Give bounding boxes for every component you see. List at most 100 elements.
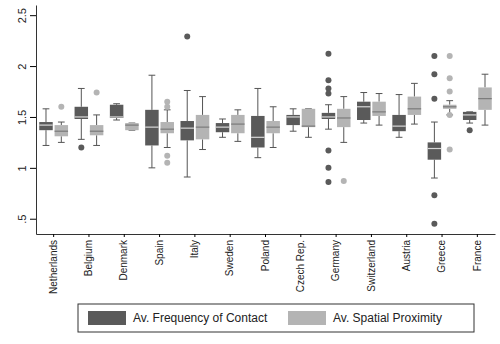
box-group <box>160 99 173 166</box>
upper-whisker <box>328 105 329 113</box>
whisker-cap <box>113 120 120 121</box>
box-group <box>357 93 370 124</box>
median <box>478 98 491 99</box>
x-tick-mark <box>406 234 407 237</box>
y-tick-mark <box>30 219 36 220</box>
median <box>337 117 350 118</box>
legend-label: Av. Frequency of Contact <box>133 311 268 325</box>
lower-whisker <box>399 131 400 137</box>
outlier <box>184 34 190 40</box>
legend-frame <box>78 304 474 332</box>
x-tick: Sweden <box>224 234 235 276</box>
lower-whisker <box>187 140 188 177</box>
outlier <box>325 165 331 171</box>
y-tick: 1.5 <box>16 110 36 125</box>
whisker-cap <box>93 114 100 115</box>
lower-whisker <box>167 133 168 147</box>
x-tick: Spain <box>154 234 165 266</box>
box <box>392 115 405 131</box>
box <box>286 115 299 125</box>
x-tick: Germany <box>330 234 341 281</box>
box <box>478 87 491 109</box>
whisker-cap <box>78 88 85 89</box>
legend-label: Av. Spatial Proximity <box>333 311 442 325</box>
box-group <box>216 119 229 137</box>
median <box>231 123 244 124</box>
whisker-cap <box>325 129 332 130</box>
median <box>180 128 193 129</box>
whisker-cap <box>340 142 347 143</box>
x-axis: NetherlandsBelgiumDenmarkSpainItalySwede… <box>37 234 496 294</box>
y-tick: 2 <box>16 64 36 70</box>
x-tick-mark <box>53 234 54 237</box>
outlier <box>447 89 453 95</box>
outlier <box>431 221 437 227</box>
upper-whisker <box>343 97 344 109</box>
x-tick-label: Italy <box>189 240 200 258</box>
whisker-cap <box>254 157 261 158</box>
box-group <box>196 97 209 150</box>
outlier <box>431 96 437 102</box>
box-group <box>408 83 421 124</box>
upper-whisker <box>399 95 400 115</box>
lower-whisker <box>96 135 97 145</box>
box <box>231 115 244 133</box>
box <box>90 125 103 135</box>
whisker-cap <box>234 109 241 110</box>
whisker-cap <box>431 122 438 123</box>
box <box>266 121 279 133</box>
box <box>428 142 441 159</box>
whisker-cap <box>199 149 206 150</box>
x-tick: Poland <box>260 234 271 271</box>
median <box>266 127 279 128</box>
upper-whisker <box>434 122 435 142</box>
outlier <box>447 75 453 81</box>
box <box>443 105 456 109</box>
box-group <box>463 112 476 133</box>
x-tick-mark <box>194 234 195 237</box>
median <box>196 127 209 128</box>
y-tick-label: 1 <box>16 165 28 171</box>
whisker-cap <box>43 145 50 146</box>
whisker-cap <box>305 137 312 138</box>
upper-whisker <box>222 119 223 123</box>
whisker-cap <box>78 139 85 140</box>
y-tick-mark <box>30 15 36 16</box>
lower-whisker <box>151 145 152 167</box>
median <box>357 106 370 107</box>
outlier <box>431 71 437 77</box>
median <box>443 106 456 107</box>
outlier <box>431 192 437 198</box>
y-axis: .511.522.5 <box>16 6 37 235</box>
median <box>75 116 88 117</box>
box <box>408 97 421 115</box>
lower-whisker <box>293 125 294 131</box>
x-tick-label: Greece <box>436 240 447 273</box>
lower-whisker <box>308 127 309 137</box>
whisker-cap <box>270 106 277 107</box>
outlier <box>325 148 331 154</box>
median <box>302 126 315 127</box>
outlier <box>164 153 170 159</box>
median <box>463 114 476 115</box>
lower-whisker <box>45 130 46 145</box>
upper-whisker <box>379 94 380 102</box>
x-tick-label: Germany <box>330 240 341 281</box>
whisker-cap <box>290 131 297 132</box>
x-tick: Greece <box>436 234 447 273</box>
whisker-cap <box>466 123 473 124</box>
whisker-cap <box>482 74 489 75</box>
x-tick: Czech Rep. <box>295 234 306 292</box>
whisker-cap <box>340 96 347 97</box>
outlier <box>325 77 331 83</box>
whisker-cap <box>219 118 226 119</box>
box-group <box>443 53 456 153</box>
median <box>145 127 158 128</box>
outlier <box>467 127 473 133</box>
whisker-cap <box>164 147 171 148</box>
box <box>216 123 229 132</box>
whisker-cap <box>411 124 418 125</box>
upper-whisker <box>293 109 294 115</box>
box-group <box>90 90 103 146</box>
outlier <box>164 160 170 166</box>
